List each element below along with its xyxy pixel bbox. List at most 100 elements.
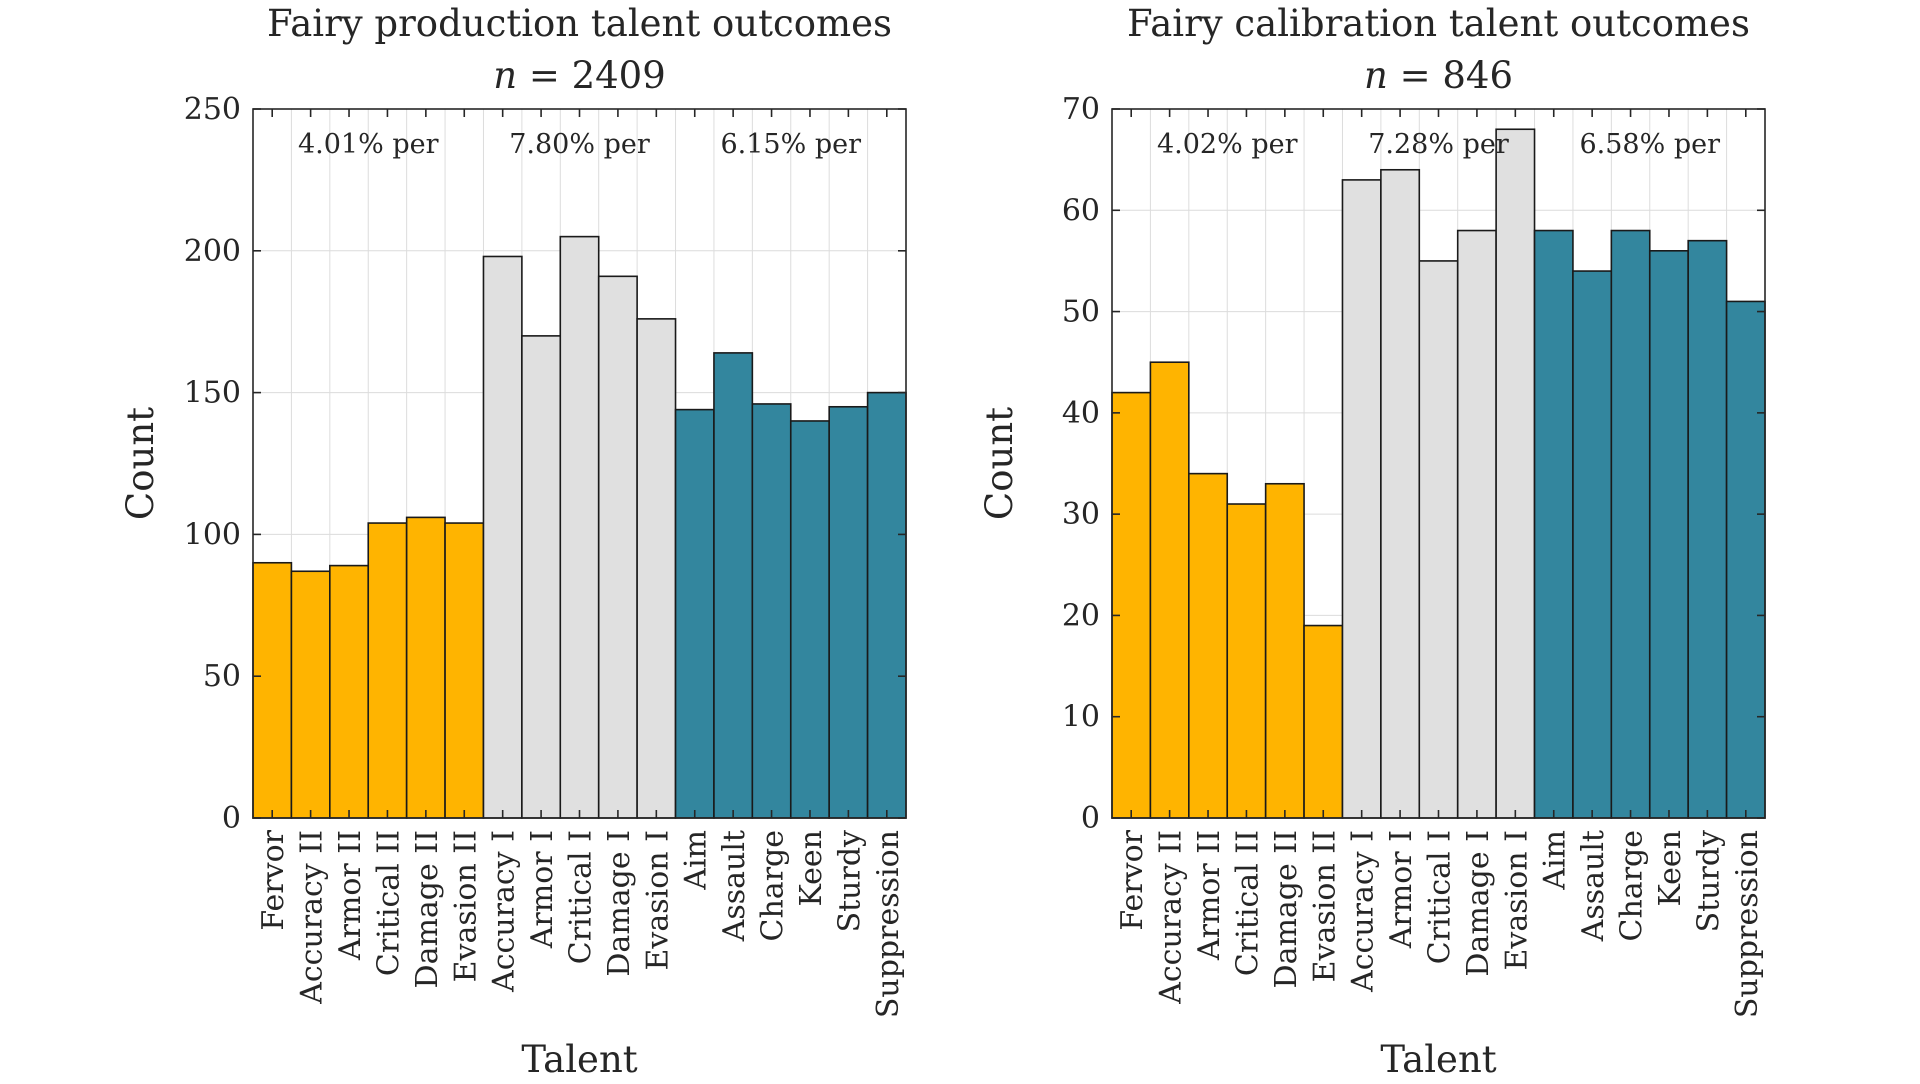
group-annotation: 6.58% per: [1579, 129, 1720, 160]
bar: [1341, 179, 1382, 819]
bar: [559, 235, 600, 819]
x-tick-label: Fervor: [256, 829, 291, 930]
group-annotation: 7.80% per: [509, 129, 650, 160]
x-tick-label: Suppression: [1730, 830, 1765, 1018]
x-tick-label: Evasion I: [640, 830, 675, 971]
x-tick-label: Charge: [1615, 830, 1650, 941]
y-tick-label: 250: [184, 92, 241, 127]
y-tick-label: 10: [1062, 700, 1100, 735]
bar: [866, 391, 907, 819]
x-tick-label: Evasion II: [448, 830, 483, 982]
bar: [636, 318, 677, 819]
group-annotation: 7.28% per: [1368, 129, 1509, 160]
x-tick-label: Accuracy II: [295, 830, 330, 1005]
x-tick-label: Keen: [794, 830, 829, 906]
bar: [1111, 391, 1152, 819]
bar: [674, 408, 715, 819]
bar: [1533, 229, 1574, 819]
bar: [521, 335, 562, 819]
bar: [1610, 229, 1651, 819]
bar: [713, 352, 754, 819]
bar: [1495, 128, 1536, 819]
bar: [1380, 168, 1421, 819]
bar: [1303, 624, 1344, 819]
x-tick-label: Critical II: [1230, 830, 1265, 976]
x-tick-label: Armor II: [333, 830, 368, 961]
bar: [1226, 503, 1267, 819]
y-tick-label: 0: [222, 801, 241, 836]
y-tick-label: 0: [1081, 801, 1100, 836]
x-tick-label: Damage II: [410, 830, 445, 988]
x-tick-label: Sturdy: [1691, 830, 1726, 932]
x-tick-label: Suppression: [871, 830, 906, 1018]
bar: [329, 564, 370, 819]
subtitle-variable: n: [1364, 54, 1388, 97]
x-tick-label: Armor II: [1192, 830, 1227, 961]
x-tick-label: Armor I: [1384, 830, 1419, 949]
bar: [597, 275, 638, 819]
y-tick-label: 150: [184, 376, 241, 411]
x-tick-label: Evasion I: [1499, 830, 1534, 971]
x-tick-label: Aim: [679, 830, 714, 891]
x-tick-label: Keen: [1653, 830, 1688, 906]
x-tick-label: Damage I: [1461, 830, 1496, 977]
x-tick-label: Fervor: [1115, 829, 1150, 930]
chart-subtitle: n = 2409: [493, 54, 666, 97]
bar: [367, 522, 408, 819]
x-axis-label: Talent: [521, 1038, 637, 1080]
bar: [1572, 270, 1613, 819]
bar: [1456, 229, 1497, 819]
y-tick-label: 200: [184, 234, 241, 269]
y-tick-label: 60: [1062, 193, 1100, 228]
y-tick-label: 20: [1062, 598, 1100, 633]
x-tick-label: Assault: [717, 830, 752, 942]
x-tick-label: Damage I: [602, 830, 637, 977]
bar: [789, 420, 830, 819]
chart-title: Fairy calibration talent outcomes: [1127, 2, 1750, 45]
bar: [1687, 239, 1728, 819]
y-tick-label: 70: [1062, 92, 1100, 127]
x-tick-label: Accuracy I: [487, 830, 522, 993]
bar: [1648, 250, 1689, 819]
y-axis-label: Count: [978, 407, 1021, 520]
calibration-chart: 0 10 20 30 40 50 60 70 Fervor Accuracy II Armor II…: [978, 2, 1766, 1081]
y-axis-label: Count: [119, 407, 162, 520]
bar: [1149, 361, 1190, 819]
y-tick-label: 50: [203, 659, 241, 694]
x-tick-label: Armor I: [525, 830, 560, 949]
x-tick-label: Damage II: [1269, 830, 1304, 988]
x-tick-label: Aim: [1538, 830, 1573, 891]
x-tick-label: Accuracy II: [1154, 830, 1189, 1005]
bar: [1264, 482, 1305, 819]
bar: [444, 522, 485, 819]
bar: [1188, 472, 1229, 819]
bar: [1418, 260, 1459, 819]
x-tick-label: Assault: [1576, 830, 1611, 942]
bar: [482, 255, 523, 819]
chart-subtitle: n = 846: [1364, 54, 1513, 97]
subtitle-value: = 2409: [517, 54, 666, 97]
subtitle-variable: n: [493, 54, 517, 97]
y-tick-label: 50: [1062, 295, 1100, 330]
x-tick-label: Critical II: [371, 830, 406, 976]
subtitle-value: = 846: [1388, 54, 1513, 97]
production-chart: 0 50 100 150 200 250 Fervor Accuracy II Armor II…: [119, 2, 907, 1081]
x-tick-label: Evasion II: [1307, 830, 1342, 982]
group-annotation: 4.01% per: [298, 129, 439, 160]
x-tick-label: Critical I: [564, 830, 599, 964]
x-tick-label: Sturdy: [832, 830, 867, 932]
x-tick-label: Accuracy I: [1346, 830, 1381, 993]
x-tick-label: Charge: [756, 830, 791, 941]
y-tick-label: 40: [1062, 396, 1100, 431]
y-tick-label: 30: [1062, 497, 1100, 532]
group-annotation: 6.15% per: [720, 129, 861, 160]
bar: [751, 403, 792, 819]
bar: [405, 516, 446, 819]
x-tick-label: Critical I: [1423, 830, 1458, 964]
chart-title: Fairy production talent outcomes: [267, 2, 892, 45]
bar: [1725, 300, 1766, 819]
bar: [828, 405, 869, 819]
bar: [252, 561, 293, 819]
